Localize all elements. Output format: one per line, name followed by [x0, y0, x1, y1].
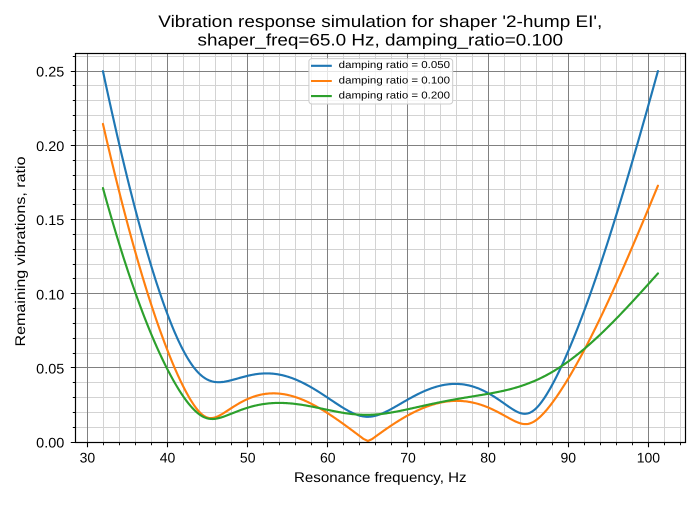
svg-text:0.10: 0.10 [36, 286, 64, 302]
svg-text:Remaining vibrations, ratio: Remaining vibrations, ratio [12, 156, 28, 346]
svg-text:60: 60 [320, 449, 336, 465]
svg-text:damping ratio = 0.200: damping ratio = 0.200 [339, 91, 451, 102]
svg-text:damping ratio = 0.050: damping ratio = 0.050 [339, 60, 451, 71]
svg-text:0.25: 0.25 [36, 64, 64, 80]
svg-text:0.20: 0.20 [36, 138, 64, 154]
svg-text:70: 70 [400, 449, 416, 465]
svg-text:damping ratio = 0.100: damping ratio = 0.100 [339, 75, 451, 86]
svg-text:Resonance frequency, Hz: Resonance frequency, Hz [294, 469, 467, 485]
svg-text:80: 80 [480, 449, 496, 465]
svg-text:90: 90 [561, 449, 577, 465]
svg-text:100: 100 [637, 449, 661, 465]
svg-text:0.05: 0.05 [36, 361, 64, 377]
svg-text:0.15: 0.15 [36, 212, 64, 228]
svg-text:Vibration response simulation: Vibration response simulation for shaper… [158, 12, 602, 31]
svg-text:30: 30 [80, 449, 96, 465]
svg-text:40: 40 [160, 449, 176, 465]
svg-text:50: 50 [240, 449, 256, 465]
svg-text:shaper_freq=65.0 Hz, damping_r: shaper_freq=65.0 Hz, damping_ratio=0.100 [198, 30, 564, 49]
svg-text:0.00: 0.00 [36, 435, 64, 451]
